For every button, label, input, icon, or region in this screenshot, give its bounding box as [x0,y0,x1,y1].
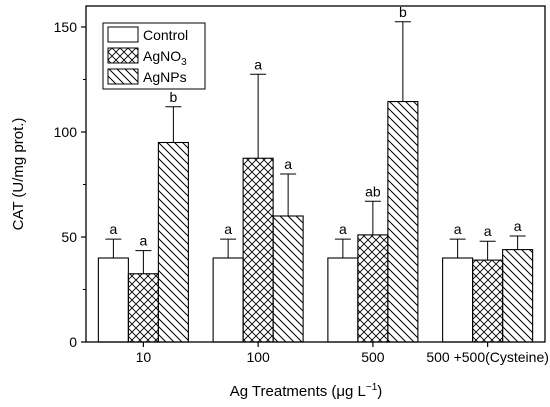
x-axis-title: Ag Treatments (μg L−1) [230,382,383,400]
significance-letter: a [254,56,262,72]
axis-ticks: 0 50 100 150 10 100 500 500 +500(Cysteine) [54,19,549,365]
y-tick-label: 50 [61,229,77,245]
y-tick-label: 150 [54,19,78,35]
bar [357,234,389,343]
x-axis-title-superscript: −1 [366,382,378,393]
bar [502,249,534,343]
bar [127,273,159,343]
legend-label: Control [143,27,188,43]
significance-letter: a [514,218,522,234]
bar [97,257,129,343]
bar [472,259,504,343]
y-tick-label: 0 [69,334,77,350]
significance-letter: a [139,233,147,249]
significance-letter: a [484,223,492,239]
significance-letter: a [454,221,462,237]
plot-frame [85,5,546,343]
bar [442,257,474,343]
legend-label: AgNPs [143,69,187,85]
y-axis-title: CAT (U/mg prot.) [10,118,27,231]
bar [327,257,359,343]
bar [212,257,244,343]
x-tick-label: 500 [361,349,385,365]
legend-swatch [107,47,139,64]
legend-label: AgNO3 [143,48,187,68]
x-tick-label: 500 +500(Cysteine) [426,349,549,365]
significance-letter: a [339,221,347,237]
bar [242,157,274,343]
bar [272,215,304,343]
y-tick-label: 100 [54,124,78,140]
bars [97,21,534,343]
significance-letter: b [399,4,407,20]
bar [387,101,419,343]
legend-swatch [107,26,139,43]
x-tick-label: 100 [246,349,270,365]
significance-letter: a [284,156,292,172]
bar [157,141,189,343]
legend-swatch [107,68,139,85]
x-axis-title-end: ) [377,383,382,400]
x-tick-label: 10 [136,349,152,365]
significance-letter: ab [365,183,381,199]
significance-letter: a [109,221,117,237]
significance-letter: a [224,221,232,237]
significance-letter: b [169,89,177,105]
